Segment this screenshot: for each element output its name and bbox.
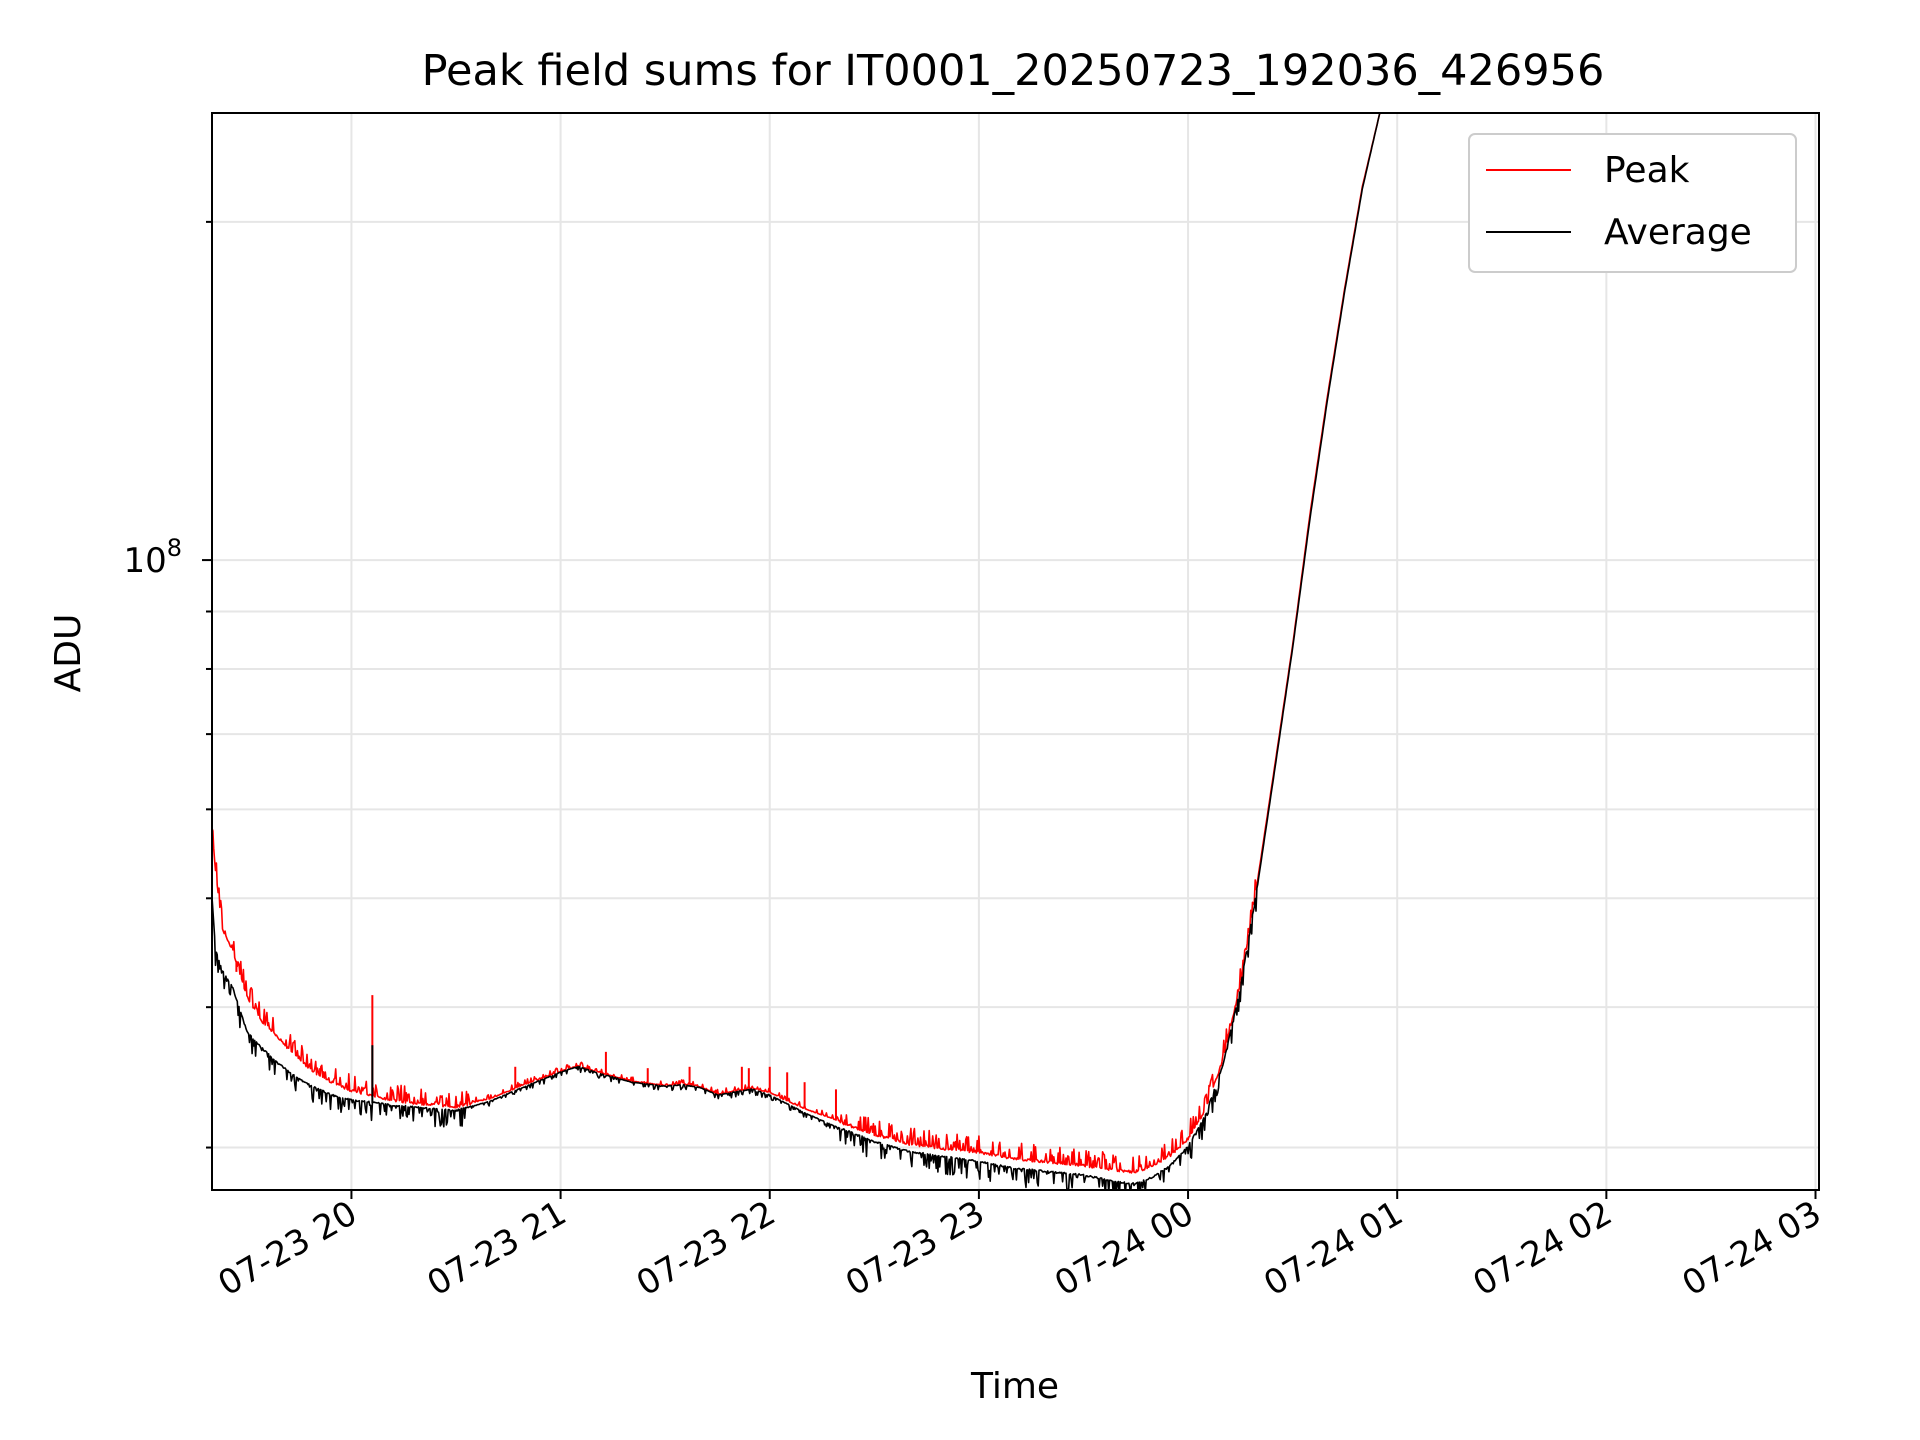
legend-label-average: Average: [1604, 212, 1752, 253]
series-layer: [212, 113, 1381, 1190]
plot-frame: [211, 112, 1820, 1191]
legend: Peak Average: [1468, 133, 1797, 273]
legend-label-peak: Peak: [1604, 150, 1690, 191]
y-axis-label: ADU: [48, 614, 89, 693]
x-axis-label: Time: [970, 1366, 1059, 1407]
series-line-peak: [212, 113, 1381, 1174]
series-line-average: [212, 113, 1381, 1190]
grid: [212, 113, 1819, 1190]
y-tick-label: 108: [123, 534, 182, 581]
chart-title: Peak field sums for IT0001_20250723_1920…: [422, 46, 1605, 96]
legend-box: [1468, 133, 1797, 273]
